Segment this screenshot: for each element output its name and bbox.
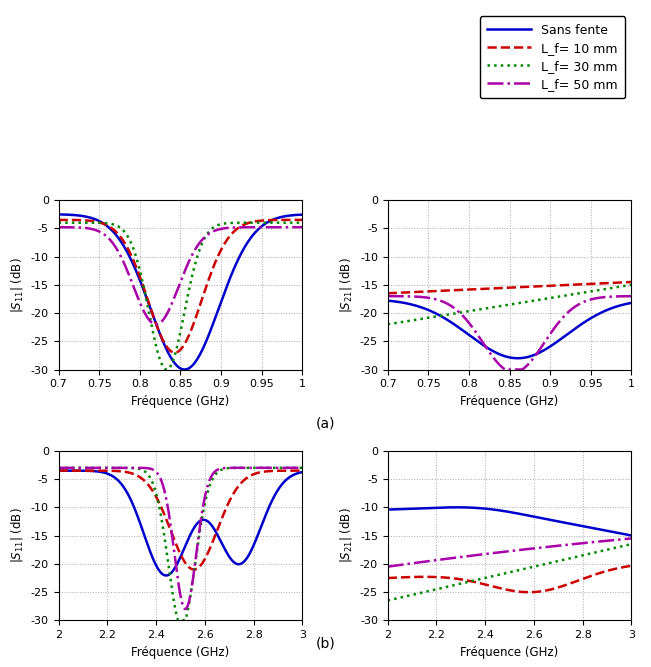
Text: (b): (b)	[316, 637, 335, 650]
X-axis label: Fréquence (GHz): Fréquence (GHz)	[460, 646, 559, 658]
Text: (a): (a)	[316, 417, 335, 430]
Y-axis label: $|S_{21}|$ (dB): $|S_{21}|$ (dB)	[339, 508, 354, 564]
X-axis label: Fréquence (GHz): Fréquence (GHz)	[460, 395, 559, 408]
X-axis label: Fréquence (GHz): Fréquence (GHz)	[132, 646, 230, 658]
Y-axis label: $|S_{11}|$ (dB): $|S_{11}|$ (dB)	[9, 257, 25, 313]
X-axis label: Fréquence (GHz): Fréquence (GHz)	[132, 395, 230, 408]
Legend: Sans fente, L_f= 10 mm, L_f= 30 mm, L_f= 50 mm: Sans fente, L_f= 10 mm, L_f= 30 mm, L_f=…	[480, 16, 625, 98]
Y-axis label: $|S_{11}|$ (dB): $|S_{11}|$ (dB)	[9, 508, 25, 564]
Y-axis label: $|S_{21}|$ (dB): $|S_{21}|$ (dB)	[339, 257, 354, 313]
